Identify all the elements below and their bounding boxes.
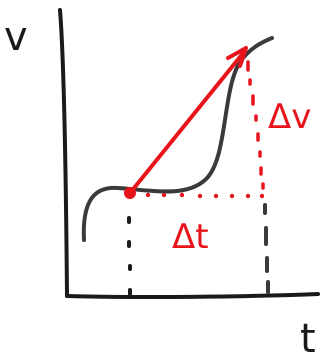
y-axis-line (58, 8, 69, 298)
y-axis-label: v (4, 14, 28, 60)
delta-v-label: Δv (268, 97, 311, 137)
axes (58, 8, 320, 300)
dashed-drop-line-end (263, 203, 270, 294)
x-axis-line (65, 292, 320, 300)
velocity-curve (81, 36, 274, 242)
delta-t-label: Δt (172, 217, 209, 257)
x-axis-label: t (300, 316, 316, 360)
delta-t-dotted-line (145, 192, 265, 199)
secant-arrowhead (226, 46, 248, 68)
delta-v-dotted-line (246, 60, 265, 190)
start-point (124, 187, 136, 199)
secant-line (128, 50, 246, 195)
dotted-drop-line-start (127, 216, 132, 296)
